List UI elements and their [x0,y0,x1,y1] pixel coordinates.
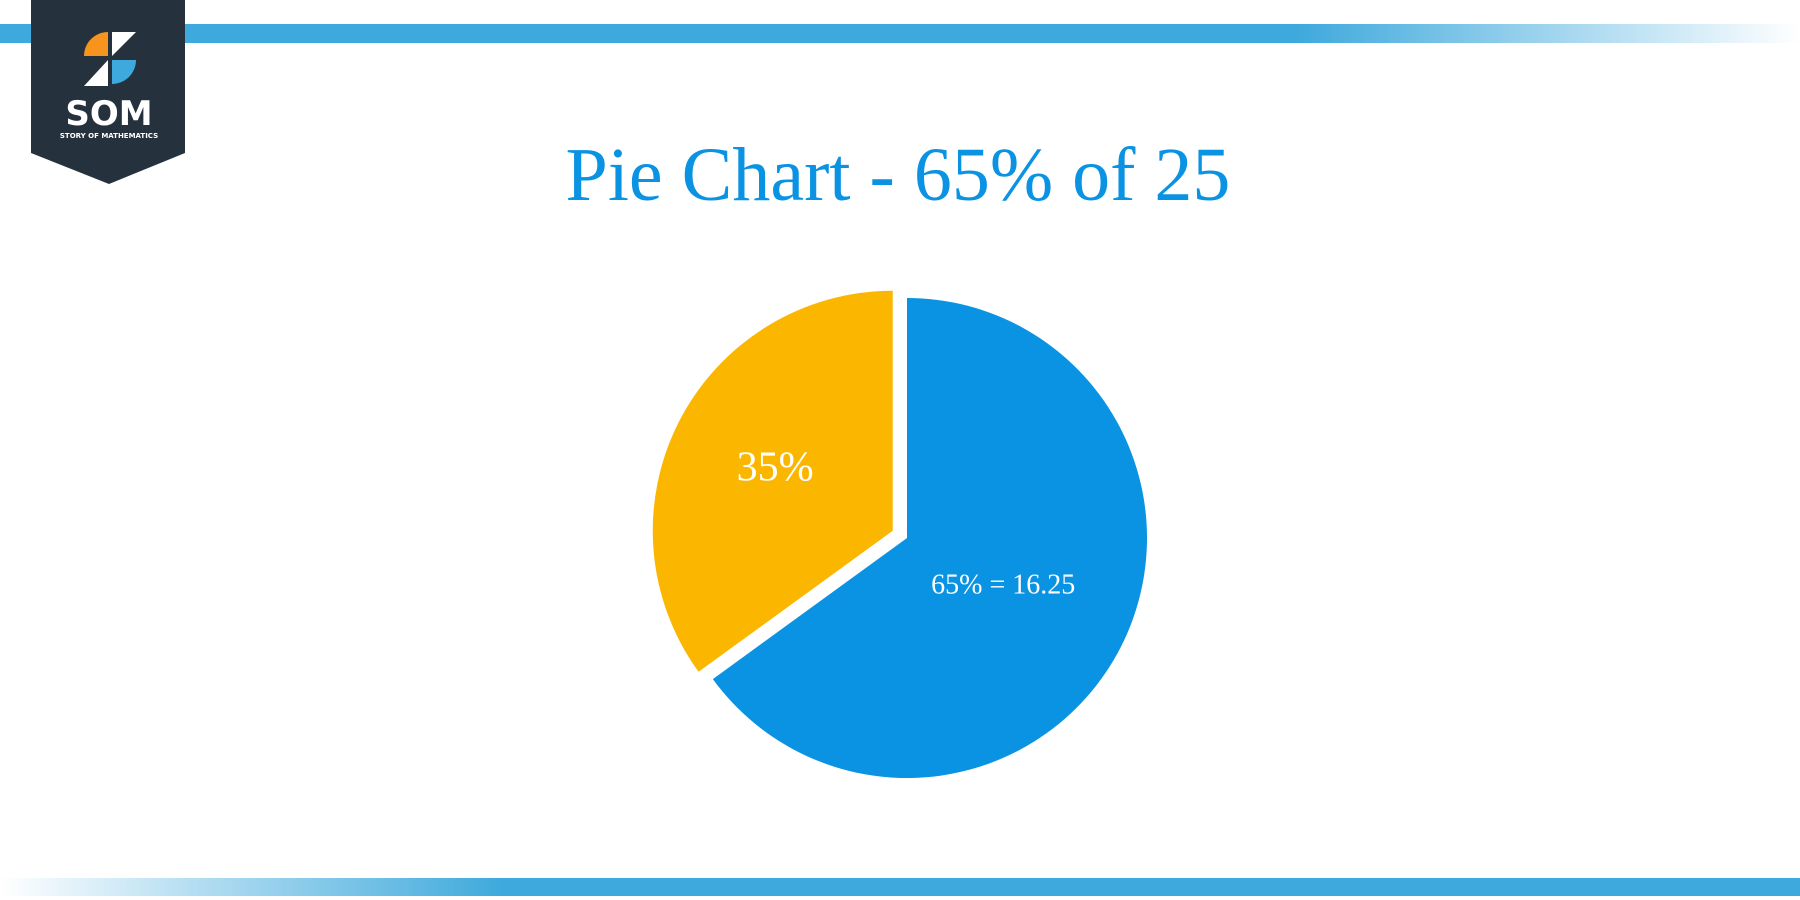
logo-mark [112,32,136,56]
top-bar [0,24,1800,43]
pie-slice [652,290,893,672]
chart-title: Pie Chart - 65% of 25 [566,133,1231,217]
logo-mark [84,32,108,56]
logo-mark [84,60,108,86]
logo-mark [112,60,136,84]
logo-text: SOM [65,94,152,134]
logo-subtitle: STORY OF MATHEMATICS [60,132,158,140]
logo: SOM STORY OF MATHEMATICS [31,0,185,184]
pie-slice [712,298,1148,779]
logo-badge [31,0,185,184]
data-label: 35% [737,444,814,490]
data-label: 65% = 16.25 [931,569,1075,600]
bottom-bar [0,878,1800,896]
